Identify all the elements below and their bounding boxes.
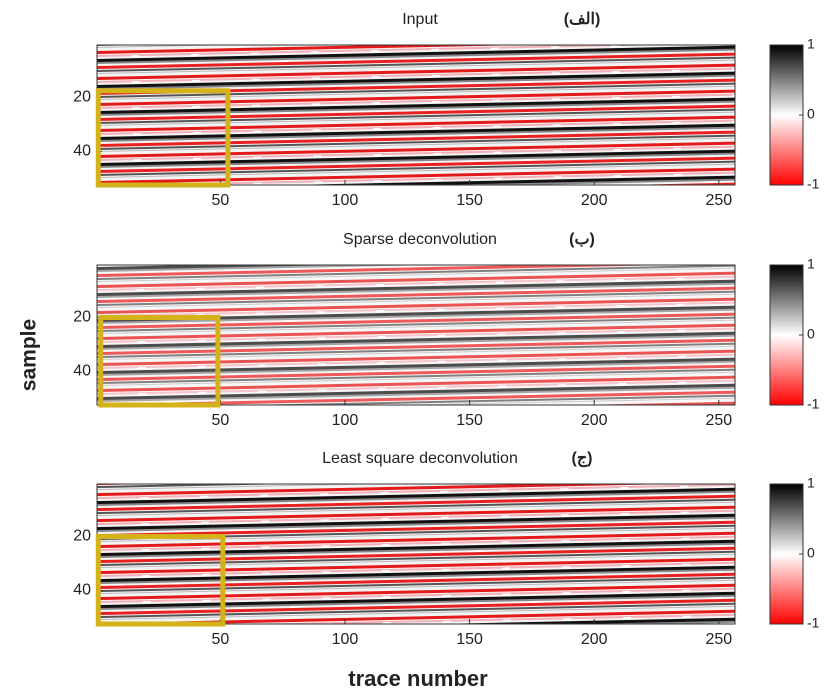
x-tick-label: 50 <box>211 631 229 648</box>
colorbar-tick-label: -1 <box>807 396 820 412</box>
colorbar <box>769 483 804 625</box>
colorbar-tick-label: -1 <box>807 176 820 192</box>
colorbar <box>769 264 804 406</box>
y-tick-label: 20 <box>73 89 91 106</box>
panel-title: Sparse deconvolution <box>343 231 497 248</box>
panel-label: (ب) <box>569 231 595 248</box>
y-tick-label: 40 <box>73 582 91 599</box>
x-tick-label: 250 <box>705 412 732 429</box>
x-axis-label: trace number <box>348 666 488 691</box>
y-axis-label: sample <box>18 319 41 391</box>
y-tick-label: 40 <box>73 363 91 380</box>
x-tick-label: 100 <box>332 412 359 429</box>
x-tick-label: 150 <box>456 631 483 648</box>
colorbar-tick-label: 0 <box>807 106 815 122</box>
axes-frame <box>96 264 736 406</box>
x-tick-label: 250 <box>705 192 732 209</box>
colorbar-tick-label: 1 <box>807 256 815 272</box>
highlight-box <box>95 534 226 627</box>
colorbar-tick-label: 1 <box>807 475 815 491</box>
panel-title: Least square deconvolution <box>322 450 518 467</box>
x-tick-label: 200 <box>581 412 608 429</box>
seismic-image <box>97 484 735 624</box>
y-tick-label: 40 <box>73 143 91 160</box>
x-tick-label: 50 <box>211 192 229 209</box>
colorbar-tick-label: 0 <box>807 326 815 342</box>
y-tick-label: 20 <box>73 528 91 545</box>
panel-label: (الف) <box>564 11 601 28</box>
x-tick-label: 50 <box>211 412 229 429</box>
x-tick-label: 150 <box>456 412 483 429</box>
seismic-image <box>97 45 735 185</box>
x-tick-label: 150 <box>456 192 483 209</box>
x-tick-label: 100 <box>332 631 359 648</box>
colorbar-tick-label: 0 <box>807 545 815 561</box>
colorbar-tick-label: 1 <box>807 36 815 52</box>
x-tick-label: 200 <box>581 631 608 648</box>
colorbar <box>769 44 804 186</box>
panel-title: Input <box>402 11 438 28</box>
x-tick-label: 250 <box>705 631 732 648</box>
highlight-box <box>98 315 221 408</box>
seismic-image <box>97 265 735 405</box>
y-tick-label: 20 <box>73 309 91 326</box>
panel-label: (ج) <box>572 450 593 468</box>
x-tick-label: 200 <box>581 192 608 209</box>
highlight-box <box>95 88 231 188</box>
x-tick-label: 100 <box>332 192 359 209</box>
colorbar-tick-label: -1 <box>807 615 820 631</box>
